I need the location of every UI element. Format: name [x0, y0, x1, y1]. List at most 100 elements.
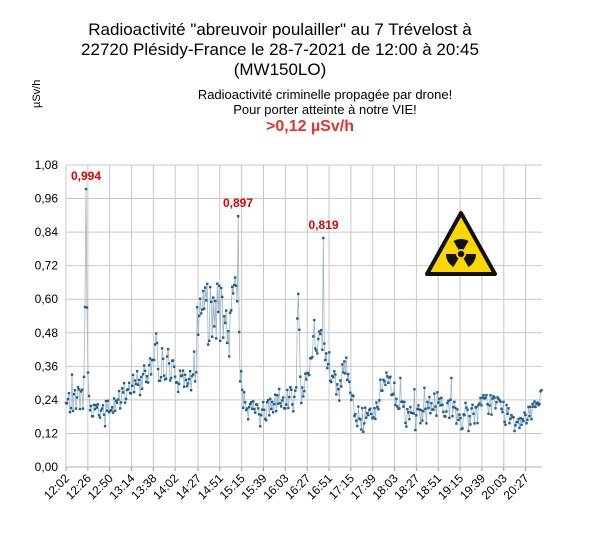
peak-label: 0,819 — [309, 218, 339, 232]
data-point — [247, 418, 250, 421]
data-point — [355, 419, 358, 422]
data-point — [490, 413, 493, 416]
data-point — [292, 410, 295, 413]
data-point — [349, 391, 352, 394]
data-point — [325, 352, 328, 355]
data-point — [374, 417, 377, 421]
data-point — [76, 386, 80, 389]
data-point — [472, 412, 475, 415]
data-point — [335, 393, 338, 396]
data-point — [502, 400, 505, 404]
data-point — [429, 412, 432, 415]
data-point — [433, 392, 436, 395]
data-point — [481, 396, 484, 399]
data-point — [214, 299, 217, 303]
data-point — [241, 388, 244, 392]
data-point — [172, 365, 176, 368]
data-point — [369, 407, 372, 410]
data-point — [470, 407, 473, 410]
data-point — [315, 349, 318, 352]
data-point — [232, 292, 235, 295]
trefoil-blade — [446, 254, 459, 267]
data-point — [218, 284, 221, 287]
data-point — [435, 414, 438, 417]
data-point — [392, 392, 395, 395]
data-point — [299, 375, 302, 378]
data-point — [517, 417, 520, 421]
radiation-hazard-icon — [425, 211, 497, 276]
data-point — [91, 415, 95, 418]
data-point — [485, 393, 488, 397]
data-point — [321, 348, 324, 351]
data-point — [463, 414, 466, 417]
data-point — [123, 401, 127, 404]
data-point — [519, 416, 522, 420]
data-point — [333, 370, 336, 373]
trefoil-blade — [463, 254, 476, 267]
data-point — [274, 393, 277, 396]
data-point — [223, 315, 226, 318]
data-point — [336, 383, 339, 386]
data-point — [185, 385, 189, 388]
data-point — [308, 373, 311, 377]
data-point — [303, 389, 306, 393]
data-point — [92, 403, 96, 406]
data-point — [352, 394, 355, 398]
data-point — [424, 407, 427, 410]
data-point — [281, 399, 284, 402]
chart-title-line-2: 22720 Plésidy-France le 28-7-2021 de 12:… — [81, 40, 479, 59]
data-point — [417, 404, 420, 407]
data-point — [314, 347, 317, 350]
data-point — [104, 399, 108, 403]
data-point — [471, 403, 474, 406]
data-point — [451, 415, 454, 418]
data-point — [258, 413, 261, 416]
data-point — [250, 401, 253, 404]
data-point — [77, 388, 81, 391]
data-point — [326, 366, 329, 370]
data-point — [461, 427, 464, 430]
data-point — [438, 397, 441, 401]
data-point — [346, 378, 349, 381]
data-point — [393, 381, 396, 384]
peak-label: 0,994 — [71, 169, 101, 183]
data-point — [328, 351, 331, 354]
data-point — [142, 364, 146, 367]
data-point — [386, 375, 389, 378]
data-point — [423, 386, 426, 389]
data-point — [228, 355, 231, 358]
data-point — [96, 403, 100, 406]
data-point — [156, 367, 160, 371]
data-point — [488, 404, 491, 407]
grid-lines — [65, 164, 542, 471]
y-tick-label: 0,48 — [35, 326, 59, 340]
data-point — [409, 405, 412, 409]
data-point — [252, 400, 255, 403]
peak-annotations: 0,994 0,897 0,819 — [71, 169, 339, 232]
data-point — [121, 391, 125, 394]
data-point — [93, 408, 97, 411]
data-point — [79, 390, 83, 393]
data-point — [109, 409, 113, 412]
data-point — [444, 415, 447, 418]
data-point — [99, 409, 103, 412]
data-point — [204, 286, 207, 289]
data-point — [334, 373, 337, 376]
data-point — [145, 375, 149, 378]
data-point — [382, 378, 385, 381]
data-point — [538, 402, 541, 406]
data-point — [215, 337, 218, 340]
data-point — [526, 418, 529, 421]
data-point — [273, 403, 276, 406]
data-point — [277, 402, 280, 405]
data-point — [425, 422, 428, 425]
data-point — [219, 339, 222, 342]
data-point — [366, 411, 369, 415]
data-point — [251, 407, 254, 410]
data-point — [295, 386, 298, 389]
data-point — [516, 421, 519, 424]
data-point — [446, 401, 449, 405]
data-point — [259, 425, 262, 428]
data-point — [432, 408, 435, 411]
data-point — [184, 378, 188, 382]
